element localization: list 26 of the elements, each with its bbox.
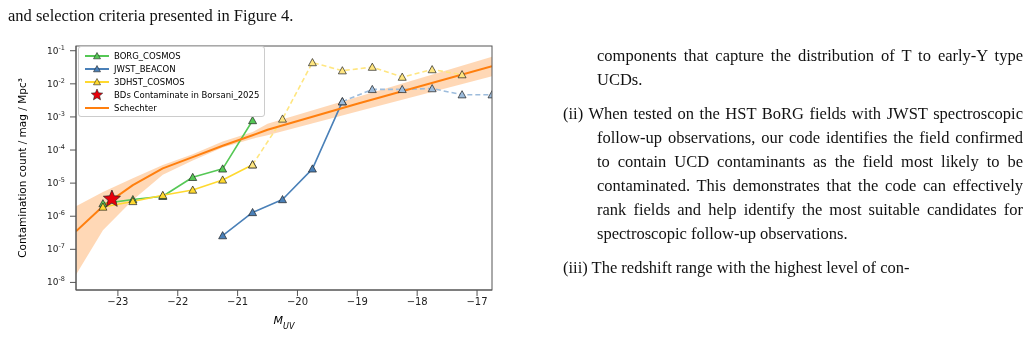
y-axis-title: Contamination count / mag / Mpc³ bbox=[16, 78, 28, 258]
y-tick-label: 10$^{-3}$ bbox=[47, 109, 65, 122]
legend-label: JWST_BEACON bbox=[114, 63, 176, 74]
x-tick-label: −20 bbox=[286, 296, 309, 308]
x-tick-label: −19 bbox=[346, 296, 368, 308]
y-tick-label: 10$^{-4}$ bbox=[47, 143, 65, 156]
y-tick-label: 10$^{-8}$ bbox=[47, 275, 65, 288]
x-tick-label: −18 bbox=[406, 296, 428, 308]
y-tick-label: 10$^{-1}$ bbox=[47, 43, 65, 56]
text: (ii) When tested on the HST BoRG fields with JWST spectroscopic follow-up observations, our code identifies the field confirmed to contain UCD contaminants as the field most likely to be contaminated. This demonstrates that the code can effectively rank fields and help identify the most suitable candidates for spectroscopic follow-up observations. bbox=[563, 103, 1023, 245]
y-tick-label: 10$^{-5}$ bbox=[47, 176, 65, 189]
x-axis-title: M$_{UV}$ bbox=[273, 314, 295, 331]
y-tick-label: 10$^{-2}$ bbox=[47, 76, 65, 89]
legend-label: BORG_COSMOS bbox=[114, 50, 181, 61]
y-tick-label: 10$^{-6}$ bbox=[47, 209, 65, 222]
legend-label: 3DHST_COSMOS bbox=[114, 76, 185, 87]
x-tick-label: −17 bbox=[466, 296, 488, 308]
x-tick-label: −21 bbox=[227, 296, 249, 308]
text: components that capture the distribution of T to early-Y type UCDs. bbox=[596, 45, 1023, 91]
text: (iii) The redshift range with the highest level of con- bbox=[563, 257, 911, 279]
x-tick-label: −23 bbox=[107, 296, 129, 308]
text: and selection criteria presented in Figure 4. bbox=[8, 5, 294, 27]
y-tick-label: 10$^{-7}$ bbox=[47, 242, 65, 255]
legend-label: BDs Contaminate in Borsani_2025 bbox=[114, 89, 260, 100]
legend-label: Schechter bbox=[114, 102, 157, 113]
x-tick-label: −22 bbox=[167, 296, 189, 308]
